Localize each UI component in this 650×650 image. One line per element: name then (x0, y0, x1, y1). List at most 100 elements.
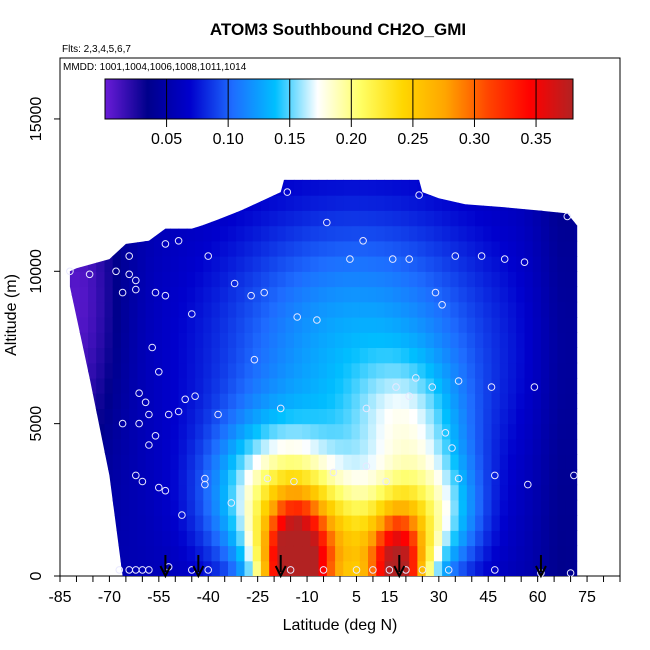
heatmap-cell (433, 438, 443, 455)
sample-point (174, 237, 183, 245)
heatmap-cell (359, 256, 369, 272)
heatmap-cell (228, 377, 237, 394)
heatmap-cell (285, 499, 295, 516)
heatmap-cell (145, 271, 155, 288)
heatmap-cell (335, 286, 344, 303)
heatmap-cell (236, 454, 245, 470)
heatmap-cell (326, 530, 336, 547)
heatmap-cell (260, 317, 270, 333)
heatmap-cell (425, 499, 435, 516)
heatmap-cell (351, 515, 361, 531)
heatmap-cell (483, 317, 493, 333)
sample-point (250, 355, 259, 364)
heatmap-cell (458, 377, 468, 394)
heatmap-cell (203, 347, 213, 364)
heatmap-cell (475, 438, 484, 455)
heatmap-cell (368, 210, 377, 227)
heatmap-cell (285, 393, 295, 409)
heatmap-cell (359, 286, 369, 303)
heatmap-cell (343, 179, 353, 196)
heatmap-cell (170, 393, 180, 409)
heatmap-cell (293, 332, 303, 348)
heatmap-cell (368, 256, 377, 272)
colorbar-tick-label: 0.20 (336, 131, 367, 148)
heatmap-cell (442, 240, 451, 257)
heatmap-cell (425, 286, 435, 303)
heatmap-cell (491, 423, 501, 440)
heatmap-cell (368, 240, 377, 257)
colorbar-tick-label: 0.30 (459, 131, 490, 148)
sample-point (385, 566, 394, 574)
sample-point (477, 252, 486, 260)
heatmap-cell (162, 423, 171, 440)
heatmap-cell (540, 499, 550, 516)
heatmap-cell (318, 179, 328, 196)
heatmap-cell (104, 271, 114, 288)
heatmap-cell (433, 515, 443, 531)
heatmap-cell (532, 332, 542, 348)
heatmap-cell (318, 499, 328, 516)
heatmap-cell (557, 454, 567, 470)
heatmap-cell (466, 332, 476, 348)
heatmap-cell (137, 469, 147, 486)
heatmap-cell (532, 271, 542, 288)
heatmap-cell (516, 408, 525, 425)
heatmap-cell (565, 408, 575, 425)
heatmap-cell (433, 332, 443, 348)
heatmap-cell (417, 499, 427, 516)
heatmap-cell (549, 469, 558, 486)
heatmap-cell (129, 515, 138, 531)
heatmap-cell (351, 377, 361, 394)
heatmap-cell (524, 286, 534, 303)
sample-point (214, 410, 222, 419)
heatmap-cell (145, 484, 155, 501)
heatmap-cell (129, 454, 138, 470)
heatmap-cell (186, 438, 196, 455)
heatmap-cell (384, 469, 394, 486)
heatmap-cell (368, 301, 377, 318)
heatmap-cell (219, 499, 229, 516)
heatmap-cell (244, 438, 254, 455)
heatmap-cell (565, 515, 575, 531)
heatmap-cell (269, 469, 278, 486)
heatmap-cell (162, 515, 171, 531)
heatmap-cell (310, 317, 320, 333)
heatmap-cell (112, 499, 122, 516)
heatmap-cell (343, 332, 353, 348)
heatmap-cell (112, 377, 122, 394)
heatmap-cell (491, 362, 501, 379)
heatmap-cell (458, 560, 468, 576)
heatmap-cell (491, 317, 501, 333)
x-tick-label: 5 (352, 589, 361, 606)
heatmap-cell (466, 408, 476, 425)
heatmap-cell (499, 469, 509, 486)
heatmap-cell (335, 301, 344, 318)
heatmap-cell (145, 408, 155, 425)
flight-arrows (159, 555, 547, 579)
heatmap-cell (483, 286, 493, 303)
heatmap-cell (384, 179, 394, 196)
heatmap-cell (302, 179, 311, 181)
heatmap-cell (120, 484, 130, 501)
heatmap-cell (302, 560, 311, 576)
sample-point (524, 480, 532, 489)
heatmap-cell (195, 271, 204, 288)
heatmap-cell (170, 317, 180, 333)
heatmap-cell (269, 332, 278, 348)
sample-point (359, 237, 367, 245)
heatmap-cell (170, 408, 180, 425)
heatmap-cell (343, 393, 353, 409)
sample-point (155, 368, 163, 376)
heatmap-cell (392, 347, 402, 364)
heatmap-cell (104, 393, 114, 409)
heatmap-cell (302, 240, 311, 257)
heatmap-cell (318, 210, 328, 227)
heatmap-cell (508, 484, 517, 501)
heatmap-cell (318, 377, 328, 394)
heatmap-cell (302, 317, 311, 333)
heatmap-cell (417, 210, 427, 227)
heatmap-cell (252, 332, 262, 348)
heatmap-cell (565, 545, 575, 562)
heatmap-cell (392, 408, 402, 425)
